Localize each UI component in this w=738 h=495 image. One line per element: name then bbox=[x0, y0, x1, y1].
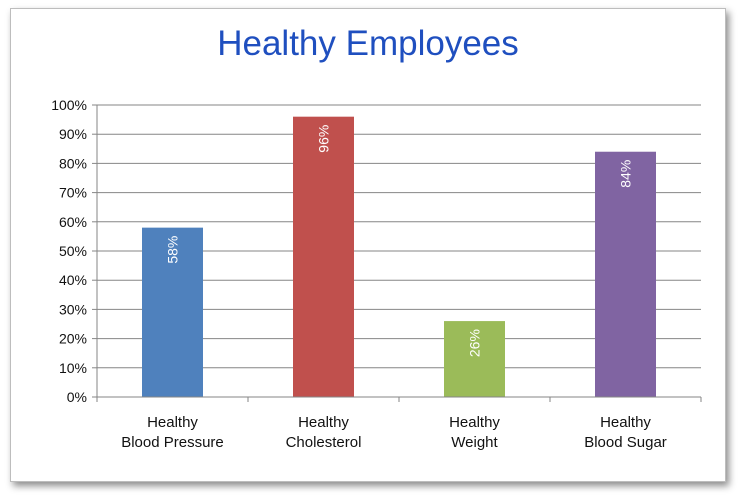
bars: 58% 96% 26% 84% bbox=[142, 116, 656, 398]
x-axis: Healthy Blood Pressure Healthy Cholesterol H… bbox=[96, 396, 702, 451]
x-category-label: Healthy Weight bbox=[449, 414, 500, 451]
y-tick-label: 30% bbox=[59, 301, 87, 317]
y-tick-label: 70% bbox=[59, 185, 87, 201]
x-category-label: Healthy Blood Sugar bbox=[584, 414, 667, 451]
bar bbox=[293, 116, 354, 398]
y-tick-label: 100% bbox=[51, 97, 87, 113]
bar-chart: Healthy Employees 0% 10% 20% 30% 40% 50% 60% 70… bbox=[51, 24, 702, 451]
y-tick-label: 40% bbox=[59, 272, 87, 288]
y-tick-label: 0% bbox=[67, 389, 87, 405]
x-category-label: Healthy Cholesterol bbox=[286, 414, 362, 451]
bar bbox=[142, 227, 203, 397]
y-tick-label: 20% bbox=[59, 331, 87, 347]
y-tick-label: 90% bbox=[59, 126, 87, 142]
bar-data-label: 26% bbox=[467, 329, 483, 357]
y-tick-label: 80% bbox=[59, 155, 87, 171]
x-category-label: Healthy Blood Pressure bbox=[121, 414, 224, 451]
y-axis: 0% 10% 20% 30% 40% 50% 60% 70% 80% 90% 100% bbox=[51, 97, 98, 405]
bar bbox=[595, 151, 656, 397]
y-tick-label: 50% bbox=[59, 243, 87, 259]
bar-data-label: 84% bbox=[618, 160, 634, 188]
bar-data-label: 96% bbox=[316, 125, 332, 153]
y-tick-label: 60% bbox=[59, 214, 87, 230]
bar bbox=[444, 321, 505, 397]
chart-frame: Healthy Employees 0% 10% 20% 30% 40% 50% 60% 70… bbox=[10, 8, 726, 482]
chart-title: Healthy Employees bbox=[217, 24, 519, 63]
y-tick-label: 10% bbox=[59, 360, 87, 376]
bar-data-label: 58% bbox=[165, 236, 181, 264]
